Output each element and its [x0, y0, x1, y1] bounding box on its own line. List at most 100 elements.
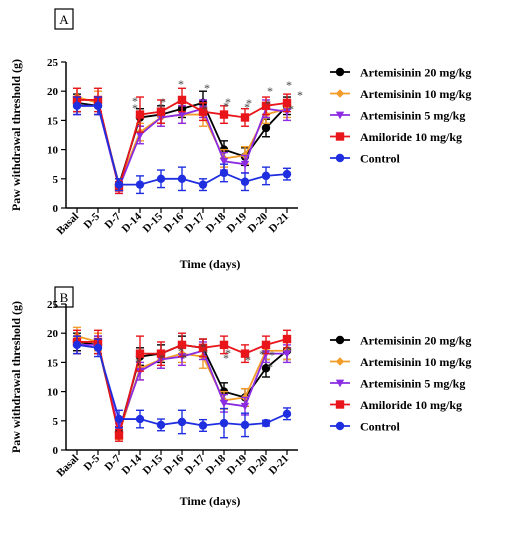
- x-tick-label: D-15: [141, 210, 166, 235]
- y-tick-label: 5: [53, 174, 59, 186]
- data-point: [282, 98, 292, 108]
- legend-item: Artemisinin 5 mg/kg: [330, 377, 465, 391]
- data-point: [198, 107, 208, 116]
- significance-star: *: [245, 353, 251, 367]
- data-point: [93, 101, 103, 111]
- y-tick-label: 15: [47, 115, 59, 127]
- x-tick-label: D-5: [82, 210, 103, 231]
- legend-swatch-marker: [335, 153, 345, 163]
- legend-label: Control: [360, 420, 400, 434]
- data-point: [156, 107, 166, 116]
- data-point: [198, 180, 208, 189]
- x-tick-label: D-18: [204, 210, 229, 235]
- data-point: [135, 349, 145, 358]
- data-point: [177, 111, 187, 119]
- panel-label-box: [54, 286, 74, 308]
- y-axis-title: Paw withdrawal threshold (g): [9, 301, 23, 453]
- y-tick-label: 25: [47, 57, 59, 69]
- data-point: [135, 110, 145, 119]
- data-point: [261, 101, 271, 110]
- legend-label: Artemisinin 10 mg/kg: [360, 355, 471, 369]
- panel-label: A: [59, 12, 69, 27]
- significance-star: *: [286, 343, 292, 357]
- y-tick-label: 5: [53, 416, 59, 428]
- legend: Artemisinin 20 mg/kg Artemisinin 10 mg/kg…: [330, 334, 471, 434]
- significance-star: *: [202, 346, 208, 360]
- x-tick-label: D-17: [183, 452, 208, 477]
- legend-label: Artemisinin 10 mg/kg: [360, 87, 471, 101]
- significance-star: *: [259, 347, 265, 361]
- data-point: [114, 431, 124, 440]
- significance-star: *: [286, 78, 292, 92]
- significance-star: *: [297, 88, 303, 102]
- data-point: [261, 364, 271, 373]
- legend-swatch-marker: [335, 132, 345, 141]
- legend-swatch-marker: [335, 400, 345, 409]
- data-point: [261, 123, 271, 133]
- data-point: [219, 168, 229, 178]
- significance-star: *: [225, 95, 231, 109]
- significance-star: *: [244, 100, 250, 114]
- legend-swatch-marker: [335, 67, 345, 77]
- significance-star: *: [202, 102, 208, 116]
- legend-label: Amiloride 10 mg/kg: [360, 130, 462, 144]
- legend-item: Artemisinin 20 mg/kg: [330, 66, 471, 80]
- x-tick-label: D-19: [225, 210, 250, 235]
- significance-star: *: [288, 102, 294, 116]
- significance-star: *: [178, 77, 184, 91]
- series-control: [72, 335, 292, 439]
- legend-swatch-marker: [335, 335, 345, 345]
- data-point: [177, 417, 187, 427]
- x-tick-label: D-5: [82, 452, 103, 473]
- significance-star: *: [265, 97, 271, 111]
- legend-label: Control: [360, 152, 400, 166]
- x-tick-label: D-17: [183, 210, 208, 235]
- data-point: [261, 171, 271, 181]
- x-tick-label: D-20: [246, 452, 271, 477]
- data-point: [282, 409, 292, 418]
- legend-item: Artemisinin 5 mg/kg: [330, 109, 465, 123]
- data-point: [219, 399, 229, 408]
- x-tick-label: D-19: [225, 452, 250, 477]
- data-point: [177, 174, 187, 183]
- data-point: [240, 160, 250, 169]
- y-tick-label: 15: [47, 357, 59, 369]
- significance-star: *: [269, 348, 275, 362]
- legend-label: Artemisinin 5 mg/kg: [360, 377, 465, 391]
- legend-item: Artemisinin 10 mg/kg: [330, 87, 471, 101]
- data-point: [72, 101, 82, 111]
- x-tick-label: D-21: [267, 211, 291, 235]
- legend-item: Artemisinin 20 mg/kg: [330, 334, 471, 348]
- legend-swatch-marker: [335, 89, 345, 98]
- data-point: [114, 180, 124, 189]
- data-point: [219, 418, 229, 428]
- series-control: [72, 96, 292, 195]
- x-axis-title: Time (days): [180, 257, 241, 271]
- y-tick-label: 0: [53, 445, 59, 457]
- data-point: [240, 177, 250, 186]
- data-point: [282, 334, 292, 344]
- significance-star: *: [200, 340, 206, 354]
- y-tick-label: 25: [47, 299, 59, 311]
- legend-swatch-marker: [335, 379, 345, 388]
- data-point: [198, 421, 208, 430]
- data-point: [177, 95, 187, 105]
- legend-swatch-marker: [335, 111, 345, 120]
- x-tick-label: D-16: [162, 210, 187, 235]
- x-tick-label: Basal: [54, 453, 81, 480]
- data-point: [156, 420, 166, 430]
- significance-star: *: [158, 100, 164, 114]
- data-point: [219, 157, 229, 166]
- data-point: [219, 110, 229, 119]
- data-point: [156, 174, 166, 183]
- data-point: [261, 418, 271, 428]
- significance-star: *: [160, 95, 166, 109]
- legend: Artemisinin 20 mg/kg Artemisinin 10 mg/kg…: [330, 66, 471, 166]
- data-point: [135, 180, 145, 189]
- x-tick-label: D-21: [267, 453, 291, 477]
- y-tick-label: 0: [53, 203, 59, 215]
- legend-item: Artemisinin 10 mg/kg: [330, 355, 471, 369]
- legend-label: Artemisinin 5 mg/kg: [360, 109, 465, 123]
- data-point: [219, 340, 229, 350]
